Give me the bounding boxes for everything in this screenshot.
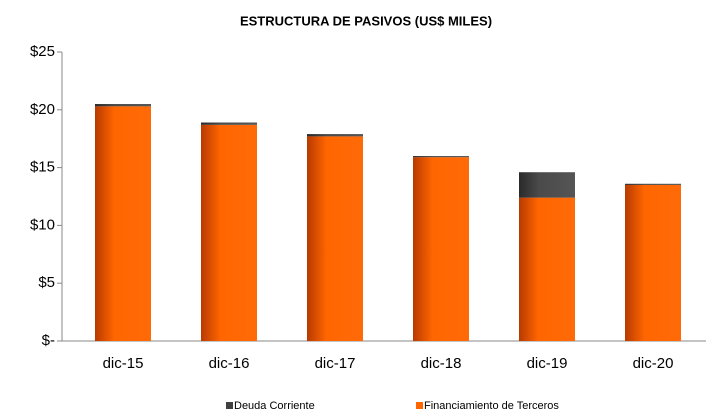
- x-tick-label: dic-20: [633, 355, 674, 372]
- y-tick-label: $5: [38, 274, 55, 291]
- legend-swatch: [226, 402, 233, 409]
- bar-segment: [95, 104, 151, 107]
- y-tick-label: $20: [30, 101, 55, 118]
- bar-segment: [95, 106, 151, 341]
- bar-segment: [307, 136, 363, 341]
- bar-segment: [307, 134, 363, 137]
- y-tick-label: $15: [30, 159, 55, 176]
- x-tick-label: dic-17: [315, 355, 356, 372]
- y-tick-label: $10: [30, 216, 55, 233]
- x-tick-label: dic-15: [103, 355, 144, 372]
- x-tick-label: dic-19: [527, 355, 568, 372]
- bar-segment: [413, 156, 469, 158]
- bar-segment: [519, 197, 575, 341]
- y-tick-label: $-: [42, 332, 55, 349]
- y-tick-label: $25: [30, 43, 55, 60]
- legend-label: Deuda Corriente: [234, 400, 315, 412]
- x-tick-label: dic-18: [421, 355, 462, 372]
- bar-segment: [625, 184, 681, 341]
- chart-title: ESTRUCTURA DE PASIVOS (US$ MILES): [240, 13, 492, 28]
- bar-segment: [413, 157, 469, 341]
- bar-segment: [519, 172, 575, 198]
- bar-segment: [201, 122, 257, 125]
- x-tick-label: dic-16: [209, 355, 250, 372]
- bar-segment: [625, 183, 681, 185]
- legend-swatch: [416, 402, 423, 409]
- bar-segment: [201, 124, 257, 341]
- legend-label: Financiamiento de Terceros: [424, 400, 559, 412]
